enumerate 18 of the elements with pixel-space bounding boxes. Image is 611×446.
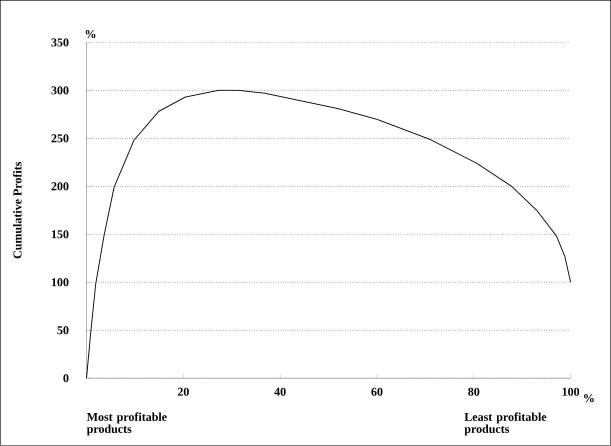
x-tick-label: 40: [274, 388, 286, 396]
text: %: [86, 30, 96, 38]
x-tick-label: 80: [468, 388, 480, 396]
text: Least profitable products: [464, 412, 546, 436]
y-tick-label: 300: [51, 86, 68, 95]
y-tick-label: 250: [51, 134, 68, 143]
y-axis-title: Cumulative Profits: [12, 162, 22, 259]
x-tick-label: 60: [371, 388, 382, 396]
y-tick-label: 150: [52, 230, 68, 238]
y-tick-label: 100: [52, 278, 68, 286]
x-tick-label: 20: [178, 388, 189, 396]
y-tick-label: 50: [57, 326, 68, 334]
y-tick-label: 200: [51, 182, 68, 191]
text: %: [584, 394, 594, 402]
x-tick-label: 100: [562, 388, 580, 396]
y-tick-label: 0: [63, 374, 68, 382]
y-tick-label: 350: [51, 38, 68, 47]
text: Most profitable products: [86, 412, 167, 436]
